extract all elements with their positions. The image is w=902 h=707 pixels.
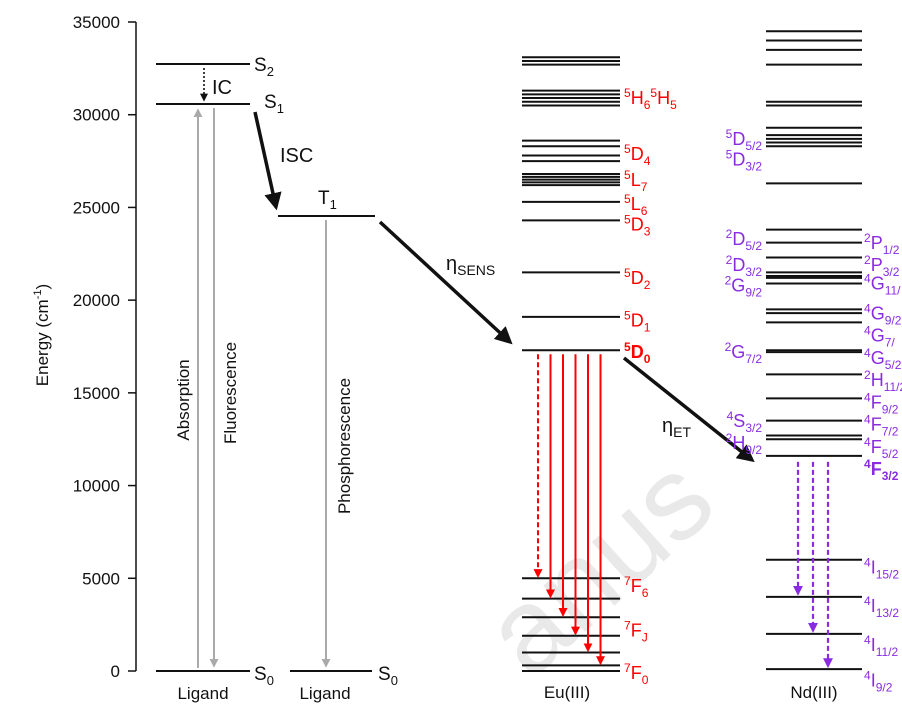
term-label: 2G9/2 — [725, 273, 763, 299]
term-label: 2H11/2 — [864, 368, 902, 394]
term-label: 7FJ — [624, 618, 648, 644]
term-label: 2D3/2 — [726, 253, 763, 279]
ic-label: IC — [212, 77, 232, 99]
sens-label: ηSENS — [446, 253, 495, 278]
term-label: 4I13/2 — [864, 594, 899, 620]
term-label: 2P3/2 — [864, 253, 900, 279]
term-label: 4F7/2 — [864, 413, 899, 439]
y-tick-label: 10000 — [73, 477, 120, 496]
term-label: 2D5/2 — [726, 227, 763, 253]
s0-left-label: S0 — [254, 664, 274, 688]
term-label: 5L7 — [624, 168, 648, 194]
y-tick-label: 30000 — [73, 106, 120, 125]
term-label: 4G9/2 — [864, 301, 902, 327]
t1-label: T1 — [318, 188, 337, 212]
eu-column-label: Eu(III) — [544, 683, 590, 702]
term-label: 4F9/2 — [864, 390, 899, 416]
absorption-label: Absorption — [174, 359, 193, 440]
watermark: anus — [459, 431, 737, 700]
term-label: 4I11/2 — [864, 633, 898, 659]
nd-column-label: Nd(III) — [790, 683, 837, 702]
s1-label: S1 — [264, 92, 284, 116]
term-label: 5D5/2 — [726, 127, 763, 153]
term-label: 4S3/2 — [727, 409, 763, 435]
y-axis-label: Energy (cm-1) — [32, 284, 52, 386]
y-tick-label: 5000 — [82, 569, 120, 588]
term-label: 4G11/ — [864, 272, 901, 298]
term-label: 5D3 — [624, 212, 651, 238]
term-label: 4F3/2 — [864, 457, 899, 483]
term-label: 4I15/2 — [864, 555, 899, 581]
term-label: 2G7/2 — [725, 340, 763, 366]
term-label: 5D3/2 — [726, 147, 763, 173]
term-label: 4F5/2 — [864, 435, 899, 461]
term-label: 2P1/2 — [864, 231, 900, 257]
y-tick-label: 15000 — [73, 384, 120, 403]
s0-right-label: S0 — [378, 664, 398, 688]
sens-arrow — [378, 220, 513, 345]
energy-transfer: ηSENS ηET — [378, 220, 755, 463]
ligand-label-left: Ligand — [177, 684, 228, 703]
term-label: 7F6 — [624, 574, 649, 600]
y-tick-label: 20000 — [73, 291, 120, 310]
isc-label: ISC — [280, 145, 313, 167]
phosphorescence-label: Phosphorescence — [335, 378, 354, 514]
ligand-levels: S2 S1 T1 S0 S0 IC ISC Absorption Fluores… — [156, 55, 398, 703]
term-label: 5D2 — [624, 266, 651, 292]
y-tick-label: 0 — [111, 662, 120, 681]
y-axis: 0 5000 10000 15000 20000 25000 30000 35000 Ener… — [32, 13, 137, 681]
s2-label: S2 — [254, 55, 274, 79]
et-label: ηET — [662, 415, 691, 440]
fluorescence-label: Fluorescence — [221, 342, 240, 444]
term-label: 5D1 — [624, 309, 651, 335]
isc-arrow — [253, 111, 282, 211]
et-arrow — [622, 356, 755, 463]
term-label: 5H65H5 — [624, 86, 677, 112]
term-label: 5L6 — [624, 192, 648, 218]
term-label: 2H9/2 — [726, 431, 763, 457]
term-label: 5D4 — [624, 142, 651, 168]
ligand-label-right: Ligand — [299, 684, 350, 703]
term-label: 7F0 — [624, 661, 649, 687]
y-tick-label: 25000 — [73, 198, 120, 217]
y-tick-label: 35000 — [73, 13, 120, 32]
term-label: 4G5/2 — [864, 346, 902, 372]
term-label: 4I9/2 — [864, 668, 893, 694]
term-label: 5D0 — [624, 340, 651, 366]
term-label: 4G7/ — [864, 324, 895, 350]
